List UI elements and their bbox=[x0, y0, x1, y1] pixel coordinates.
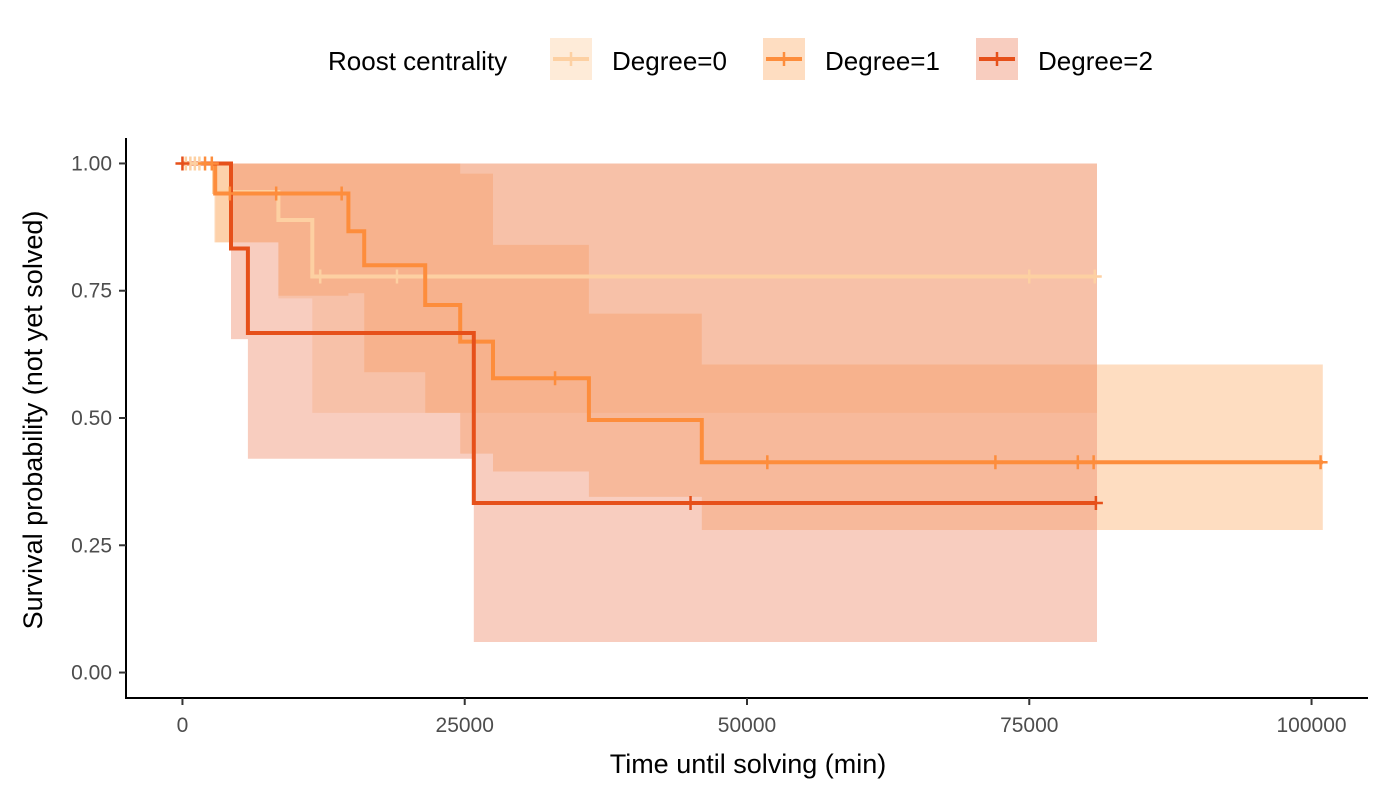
legend-item-degree-0: Degree=0 bbox=[550, 38, 727, 80]
y-tick-label: 1.00 bbox=[71, 152, 112, 175]
censor-mark-degree-1 bbox=[334, 186, 349, 201]
censor-mark-degree-1 bbox=[269, 186, 284, 201]
censor-mark-degree-1 bbox=[1313, 455, 1328, 470]
x-tick-label: 0 bbox=[177, 714, 189, 737]
y-tick-label: 0.50 bbox=[71, 407, 112, 430]
y-ticks: 0.00 0.25 0.50 0.75 1.00 bbox=[71, 152, 126, 685]
y-axis-title: Survival probability (not yet solved) bbox=[18, 211, 48, 630]
censor-mark-degree-1 bbox=[760, 455, 775, 470]
censor-mark-degree-0 bbox=[313, 269, 328, 284]
ci-band-degree-2 bbox=[182, 163, 1097, 642]
survival-curve-degree-2 bbox=[182, 161, 1097, 505]
censor-marks bbox=[175, 156, 1328, 511]
censor-mark-degree-2 bbox=[683, 496, 698, 511]
legend-item-degree-2: Degree=2 bbox=[976, 38, 1153, 80]
x-tick-label: 100000 bbox=[1277, 714, 1347, 737]
survival-curve-degree-1 bbox=[182, 161, 1323, 465]
y-tick-label: 0.25 bbox=[71, 534, 112, 557]
censor-mark-degree-1 bbox=[988, 455, 1003, 470]
censor-mark-degree-1 bbox=[222, 186, 237, 201]
ci-band-degree-0 bbox=[182, 163, 1097, 413]
legend-label-degree-0: Degree=0 bbox=[612, 46, 727, 76]
axes: 0 25000 50000 75000 100000 0.00 0.25 0.50 0.75 1… bbox=[71, 138, 1368, 737]
censor-mark-degree-2 bbox=[1088, 496, 1103, 511]
legend-label-degree-2: Degree=2 bbox=[1038, 46, 1153, 76]
x-tick-label: 25000 bbox=[436, 714, 494, 737]
y-tick-label: 0.75 bbox=[71, 280, 112, 303]
legend-label-degree-1: Degree=1 bbox=[825, 46, 940, 76]
censor-mark-degree-0 bbox=[1022, 269, 1037, 284]
confidence-bands bbox=[182, 163, 1323, 642]
censor-mark-degree-1 bbox=[204, 156, 219, 171]
survival-curves bbox=[182, 161, 1323, 505]
ci-band-degree-1 bbox=[182, 163, 1323, 530]
legend: Roost centrality Degree=0 Degree=1 Degree=… bbox=[328, 38, 1153, 80]
legend-item-degree-1: Degree=1 bbox=[763, 38, 940, 80]
censor-mark-degree-2 bbox=[175, 156, 190, 171]
x-tick-label: 50000 bbox=[718, 714, 776, 737]
censor-mark-degree-1 bbox=[1086, 455, 1101, 470]
x-ticks: 0 25000 50000 75000 100000 bbox=[177, 698, 1347, 737]
censor-mark-degree-0 bbox=[389, 269, 404, 284]
y-tick-label: 0.00 bbox=[71, 662, 112, 685]
x-axis-title: Time until solving (min) bbox=[610, 749, 887, 779]
legend-title: Roost centrality bbox=[328, 46, 507, 76]
censor-mark-degree-1 bbox=[1070, 455, 1085, 470]
censor-mark-degree-0 bbox=[1087, 269, 1102, 284]
censor-mark-degree-1 bbox=[548, 371, 563, 386]
x-tick-label: 75000 bbox=[1000, 714, 1058, 737]
